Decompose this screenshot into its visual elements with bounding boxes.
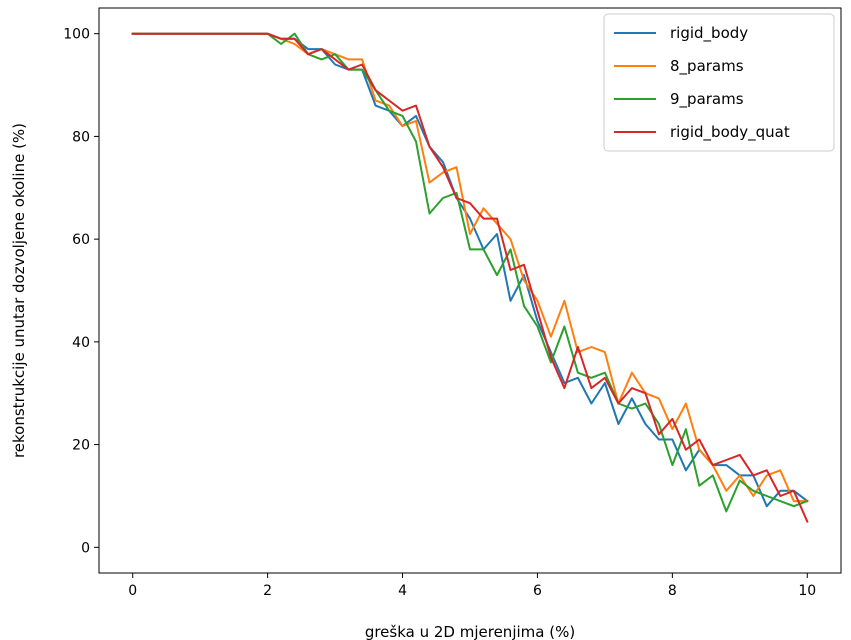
y-tick-label: 100 bbox=[63, 27, 90, 43]
y-tick-label: 20 bbox=[72, 438, 90, 454]
y-axis-label: rekonstrukcije unutar dozvoljene okoline… bbox=[10, 123, 28, 458]
x-tick-label: 4 bbox=[398, 583, 407, 599]
y-tick-label: 0 bbox=[81, 540, 90, 556]
y-tick-label: 80 bbox=[72, 129, 90, 145]
legend-label: 9_params bbox=[670, 90, 744, 109]
legend: rigid_body 8_params 9_params rigid_body_qua… bbox=[604, 14, 834, 151]
x-tick-label: 10 bbox=[798, 583, 816, 599]
legend-label: 8_params bbox=[670, 57, 744, 76]
x-axis-label: greška u 2D mjerenjima (%) bbox=[365, 623, 575, 640]
legend-label: rigid_body bbox=[670, 24, 748, 43]
x-tick-label: 2 bbox=[263, 583, 272, 599]
y-tick-label: 60 bbox=[72, 232, 90, 248]
y-tick-label: 40 bbox=[72, 335, 90, 351]
x-tick-label: 6 bbox=[533, 583, 542, 599]
x-tick-label: 8 bbox=[668, 583, 677, 599]
x-tick-label: 0 bbox=[128, 583, 137, 599]
legend-label: rigid_body_quat bbox=[670, 123, 790, 142]
